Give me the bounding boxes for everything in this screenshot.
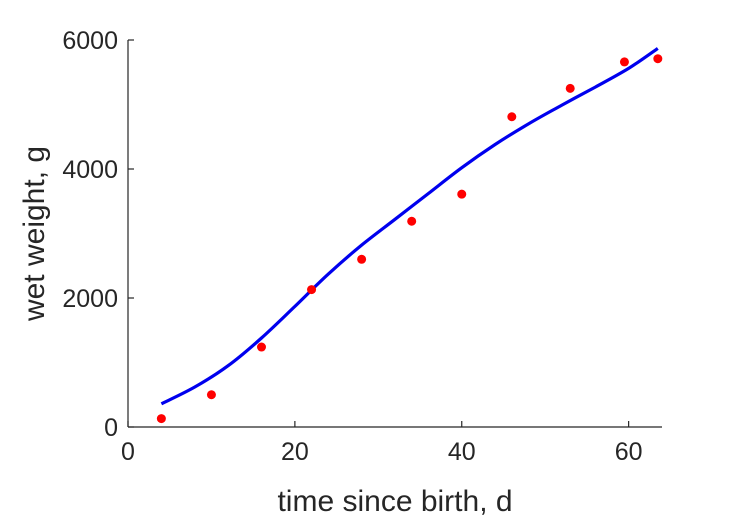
- axes: [127, 40, 662, 428]
- x-axis-label: time since birth, d: [277, 485, 512, 518]
- data-point: [457, 189, 467, 199]
- data-point: [307, 285, 317, 295]
- data-point: [357, 254, 367, 264]
- data-point: [653, 54, 663, 64]
- data-point: [507, 112, 517, 122]
- data-point: [407, 216, 417, 226]
- y-tick-label: 2000: [62, 285, 118, 313]
- series-layer: [156, 47, 663, 424]
- y-tick-label: 4000: [62, 156, 118, 184]
- y-tick-label: 6000: [62, 27, 118, 55]
- x-tick-label: 60: [615, 438, 643, 466]
- data-point: [206, 390, 216, 400]
- y-axis-label: wet weight, g: [18, 146, 51, 322]
- x-tick-label: 20: [281, 438, 309, 466]
- y-ticks: 0 2000 4000 6000: [62, 27, 134, 442]
- x-tick-label: 40: [448, 438, 476, 466]
- data-point: [619, 57, 629, 67]
- data-point: [156, 414, 166, 424]
- data-point: [257, 342, 266, 352]
- fit-line: [160, 47, 659, 406]
- x-ticks: 0 20 40 60: [121, 421, 643, 466]
- x-tick-label: 0: [121, 438, 135, 466]
- y-tick-label: 0: [104, 414, 118, 442]
- data-point: [565, 83, 575, 93]
